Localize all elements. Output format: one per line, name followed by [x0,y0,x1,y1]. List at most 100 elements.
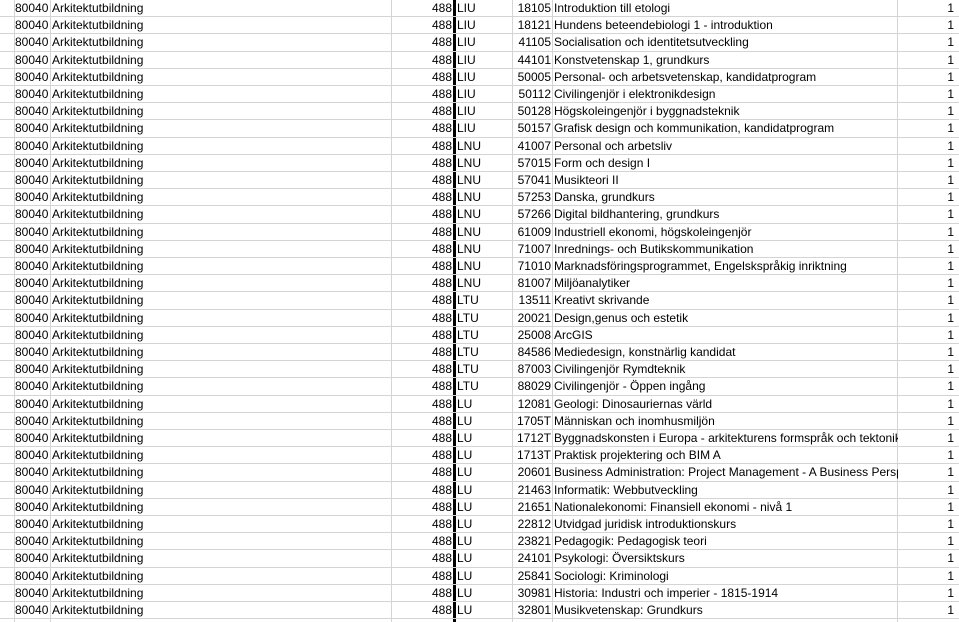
course-name-cell[interactable]: Mediedesign, konstnärlig kandidat [554,345,736,359]
course-code-cell[interactable]: 1705T [516,413,551,428]
university-cell[interactable]: LIU [457,87,476,101]
course-code-cell[interactable]: 88029 [517,379,551,394]
course-name-cell[interactable]: Utvidgad juridisk introduktionskurs [554,517,737,531]
course-name-cell[interactable]: Konstvetenskap 1, grundkurs [554,52,710,67]
program-name-cell[interactable]: Arkitektutbildning [52,482,144,497]
count-cell[interactable]: 1 [947,327,954,342]
program-name-cell[interactable]: Arkitektutbildning [52,396,144,411]
university-cell[interactable]: LIU [457,18,476,33]
course-name-cell[interactable]: Pedagogik: Pedagogisk teori [554,534,707,549]
count-cell[interactable]: 1 [947,568,954,583]
university-cell[interactable]: LIU [457,35,476,50]
program-code-cell[interactable]: 80040 [15,241,49,256]
program-name-cell[interactable]: Arkitektutbildning [52,224,144,239]
course-code-cell[interactable]: 21651 [517,499,551,514]
program-code-cell[interactable]: 80040 [15,87,49,101]
program-name-cell[interactable]: Arkitektutbildning [52,190,144,205]
program-name-cell[interactable]: Arkitektutbildning [52,173,144,187]
count-cell[interactable]: 1 [947,310,954,325]
university-cell[interactable]: LU [457,585,473,600]
course-name-cell[interactable]: Civilingenjör i elektronikdesign [554,87,716,101]
count-cell[interactable]: 1 [947,190,954,205]
school-code-cell[interactable]: 488 [431,52,452,67]
school-code-cell[interactable]: 488 [431,138,452,153]
program-name-cell[interactable]: Arkitektutbildning [52,276,144,291]
course-name-cell[interactable]: Personal- och arbetsvetenskap, kandidatp… [554,69,817,84]
course-name-cell[interactable]: Högskoleingenjör i byggnadsteknik [554,104,740,119]
university-cell[interactable]: LIU [457,1,476,15]
program-code-cell[interactable]: 80040 [15,585,49,600]
course-code-cell[interactable]: 57266 [517,207,551,222]
school-code-cell[interactable]: 488 [431,293,452,308]
program-name-cell[interactable]: Arkitektutbildning [52,534,144,549]
school-code-cell[interactable]: 488 [431,431,452,445]
count-cell[interactable]: 1 [947,551,954,566]
count-cell[interactable]: 1 [947,396,954,411]
program-code-cell[interactable]: 80040 [15,448,49,463]
count-cell[interactable]: 1 [947,448,954,463]
course-name-cell[interactable]: Musikvetenskap: Grundkurs [554,603,703,617]
university-cell[interactable]: LU [457,517,473,531]
program-code-cell[interactable]: 80040 [15,138,49,153]
course-name-cell[interactable]: Grafisk design och kommunikation, kandid… [554,121,835,136]
course-code-cell[interactable]: 12081 [517,396,551,411]
count-cell[interactable]: 1 [947,69,954,84]
program-code-cell[interactable]: 80040 [15,499,49,514]
course-name-cell[interactable]: Danska, grundkurs [554,190,655,205]
school-code-cell[interactable]: 488 [431,87,452,101]
program-code-cell[interactable]: 80040 [15,551,49,566]
count-cell[interactable]: 1 [947,431,954,445]
program-name-cell[interactable]: Arkitektutbildning [52,517,144,531]
program-name-cell[interactable]: Arkitektutbildning [52,603,144,617]
course-name-cell[interactable]: Introduktion till etologi [554,1,671,15]
course-code-cell[interactable]: 41105 [518,35,551,50]
count-cell[interactable]: 1 [947,499,954,514]
program-name-cell[interactable]: Arkitektutbildning [52,345,144,359]
course-name-cell[interactable]: Psykologi: Översiktskurs [554,551,685,566]
program-name-cell[interactable]: Arkitektutbildning [52,568,144,583]
count-cell[interactable]: 1 [947,18,954,33]
program-name-cell[interactable]: Arkitektutbildning [52,52,144,67]
course-code-cell[interactable]: 50112 [518,87,551,101]
count-cell[interactable]: 1 [947,362,954,377]
program-name-cell[interactable]: Arkitektutbildning [52,207,144,222]
course-name-cell[interactable]: Inrednings- och Butikskommunikation [554,241,754,256]
university-cell[interactable]: LU [457,448,473,463]
program-code-cell[interactable]: 80040 [15,104,49,119]
course-code-cell[interactable]: 24101 [517,551,551,566]
university-cell[interactable]: LU [457,534,473,549]
count-cell[interactable]: 1 [947,276,954,291]
school-code-cell[interactable]: 488 [431,603,452,617]
school-code-cell[interactable]: 488 [431,259,452,273]
count-cell[interactable]: 1 [947,603,954,617]
course-code-cell[interactable]: 50128 [517,104,551,119]
course-name-cell[interactable]: Nationalekonomi: Finansiell ekonomi - ni… [554,499,793,514]
course-name-cell[interactable]: Marknadsföringsprogrammet, Engelskspråki… [554,259,847,273]
program-code-cell[interactable]: 80040 [15,52,49,67]
count-cell[interactable]: 1 [947,379,954,394]
program-name-cell[interactable]: Arkitektutbildning [52,327,144,342]
course-name-cell[interactable]: Digital bildhantering, grundkurs [554,207,720,222]
school-code-cell[interactable]: 488 [431,121,452,136]
school-code-cell[interactable]: 488 [431,482,452,497]
school-code-cell[interactable]: 488 [431,517,452,531]
course-code-cell[interactable]: 50157 [517,121,551,136]
course-code-cell[interactable]: 1712T [516,431,551,445]
course-name-cell[interactable]: Sociologi: Kriminologi [554,568,669,583]
program-code-cell[interactable]: 80040 [15,18,49,33]
course-name-cell[interactable]: ArcGIS [554,327,593,342]
program-code-cell[interactable]: 80040 [15,276,49,291]
program-code-cell[interactable]: 80040 [15,396,49,411]
school-code-cell[interactable]: 488 [431,190,452,205]
course-code-cell[interactable]: 50005 [517,69,551,84]
course-code-cell[interactable]: 18121 [517,18,551,33]
course-code-cell[interactable]: 44101 [517,52,551,67]
program-name-cell[interactable]: Arkitektutbildning [52,155,144,170]
school-code-cell[interactable]: 488 [431,207,452,222]
course-name-cell[interactable]: Geologi: Dinosauriernas värld [554,396,713,411]
course-code-cell[interactable]: 18105 [517,1,551,15]
course-code-cell[interactable]: 23821 [517,534,551,549]
program-code-cell[interactable]: 80040 [15,534,49,549]
school-code-cell[interactable]: 488 [431,448,452,463]
university-cell[interactable]: LNU [457,207,482,222]
